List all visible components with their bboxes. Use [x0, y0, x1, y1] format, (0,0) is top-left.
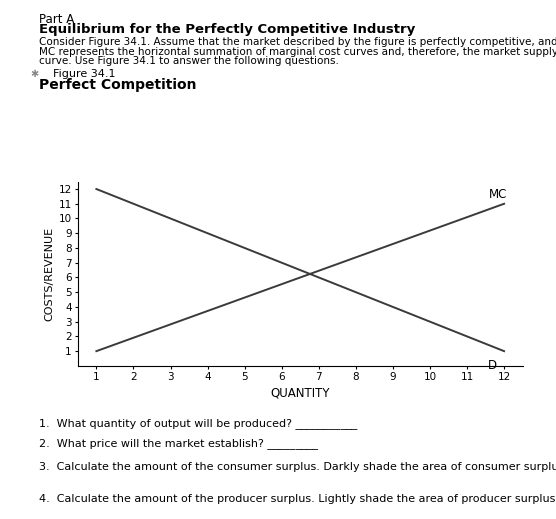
- Text: 2.  What price will the market establish? _________: 2. What price will the market establish?…: [39, 439, 318, 449]
- Y-axis label: COSTS/REVENUE: COSTS/REVENUE: [44, 227, 54, 321]
- Text: curve. Use Figure 34.1 to answer the following questions.: curve. Use Figure 34.1 to answer the fol…: [39, 56, 339, 66]
- Text: 1.  What quantity of output will be produced? ___________: 1. What quantity of output will be produ…: [39, 418, 358, 429]
- X-axis label: QUANTITY: QUANTITY: [270, 386, 330, 399]
- Text: Equilibrium for the Perfectly Competitive Industry: Equilibrium for the Perfectly Competitiv…: [39, 23, 415, 36]
- Text: ✱: ✱: [31, 69, 39, 78]
- Text: MC represents the horizontal summation of marginal cost curves and, therefore, t: MC represents the horizontal summation o…: [39, 47, 556, 57]
- Text: Figure 34.1: Figure 34.1: [53, 69, 115, 78]
- Text: MC: MC: [489, 188, 508, 201]
- Text: Part A: Part A: [39, 13, 74, 26]
- Text: Perfect Competition: Perfect Competition: [39, 78, 196, 92]
- Text: 3.  Calculate the amount of the consumer surplus. Darkly shade the area of consu: 3. Calculate the amount of the consumer …: [39, 462, 556, 472]
- Text: 4.  Calculate the amount of the producer surplus. Lightly shade the area of prod: 4. Calculate the amount of the producer …: [39, 494, 556, 504]
- Text: Consider Figure 34.1. Assume that the market described by the figure is perfectl: Consider Figure 34.1. Assume that the ma…: [39, 37, 556, 47]
- Text: D: D: [488, 359, 497, 372]
